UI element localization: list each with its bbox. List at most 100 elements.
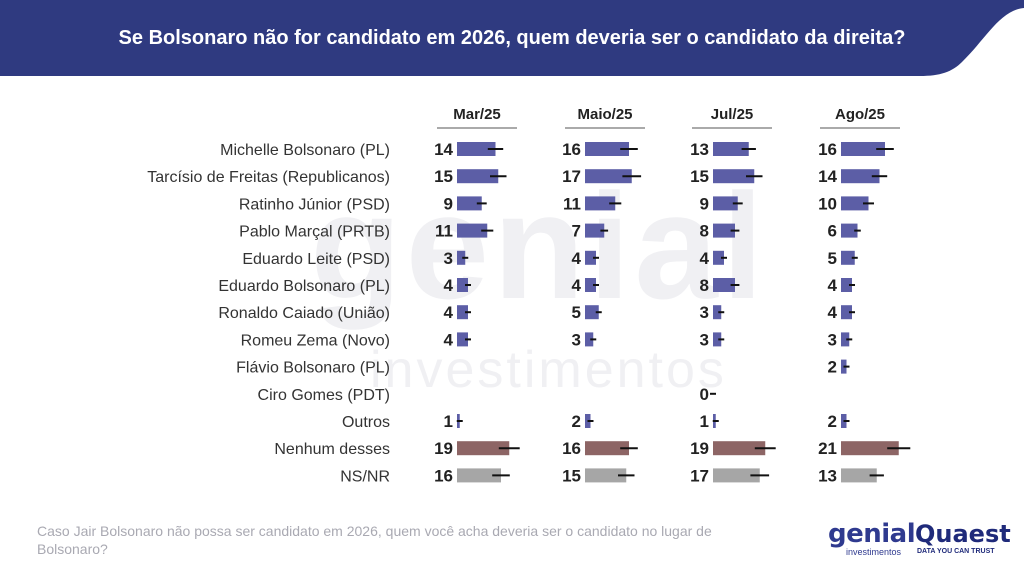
value-label: 4 (572, 249, 582, 268)
value-label: 0 (700, 385, 709, 404)
bar (713, 468, 760, 483)
bar (457, 142, 496, 156)
value-label: 11 (563, 194, 581, 213)
category-label: Michelle Bolsonaro (PL) (220, 142, 390, 159)
genial-logo: genial investimentos (828, 519, 916, 557)
bar (713, 196, 738, 211)
bar (841, 305, 852, 320)
bar (713, 332, 722, 347)
bar (457, 169, 499, 184)
bar (713, 223, 735, 238)
value-label: 17 (690, 466, 709, 485)
value-label: 19 (434, 439, 453, 458)
category-label: Outros (342, 414, 390, 431)
bar (713, 305, 722, 320)
bar (841, 278, 852, 292)
value-label: 15 (562, 466, 581, 485)
value-label: 14 (818, 167, 837, 186)
value-label: 16 (562, 140, 581, 159)
bar (713, 142, 749, 156)
bar (585, 223, 605, 238)
bar (585, 305, 599, 320)
watermark-logo: genial (310, 162, 768, 330)
value-label: 5 (828, 249, 837, 268)
bar (457, 250, 466, 265)
value-label: 3 (444, 249, 453, 268)
bar (841, 169, 880, 184)
value-label: 11 (435, 222, 453, 241)
column-header: Mar/25 (453, 106, 501, 123)
page-title: Se Bolsonaro não for candidato em 2026, … (118, 27, 906, 49)
column-header: Maio/25 (577, 106, 632, 123)
value-label: 13 (818, 466, 837, 485)
value-label: 14 (434, 140, 453, 159)
category-label: Eduardo Leite (PSD) (242, 251, 390, 268)
bar (585, 441, 629, 456)
bar (841, 441, 899, 456)
category-label: Romeu Zema (Novo) (241, 332, 390, 349)
value-label: 6 (828, 222, 837, 241)
bar (713, 250, 724, 265)
value-label: 16 (562, 439, 581, 458)
value-label: 4 (572, 276, 582, 295)
value-label: 4 (444, 330, 454, 349)
bar (457, 441, 510, 456)
value-label: 2 (828, 358, 837, 377)
value-label: 15 (434, 167, 453, 186)
bar (457, 196, 482, 211)
bar (841, 250, 855, 265)
value-label: 10 (818, 194, 837, 213)
value-label: 1 (444, 412, 453, 431)
bar (585, 278, 596, 292)
value-label: 4 (700, 249, 710, 268)
value-label: 13 (690, 140, 709, 159)
bar (841, 223, 858, 238)
value-label: 1 (700, 412, 709, 431)
value-label: 4 (828, 276, 838, 295)
bar (841, 196, 869, 211)
quaest-logo-text: Quaest (915, 520, 1011, 548)
genial-logo-subtext: investimentos (846, 547, 902, 557)
bar (713, 169, 755, 184)
value-label: 4 (828, 303, 838, 322)
value-label: 8 (700, 222, 709, 241)
bar (585, 169, 632, 184)
category-label: Nenhum desses (274, 441, 390, 458)
bar (585, 332, 594, 347)
category-label: Tarcísio de Freitas (Republicanos) (147, 169, 390, 186)
bar (841, 332, 850, 347)
quaest-logo: Quaest DATA YOU CAN TRUST (915, 521, 1011, 556)
category-label: Pablo Marçal (PRTB) (239, 224, 390, 241)
value-label: 2 (572, 412, 581, 431)
category-label: NS/NR (340, 468, 390, 485)
bar (841, 468, 877, 483)
genial-logo-text: genial (828, 519, 916, 549)
column-header: Jul/25 (711, 106, 754, 123)
bar (585, 250, 596, 265)
header-banner: Se Bolsonaro não for candidato em 2026, … (0, 0, 1024, 76)
bar (457, 332, 468, 347)
bar (457, 305, 468, 320)
bar (457, 468, 501, 483)
watermark-subtext: investimentos (370, 341, 727, 399)
value-label: 3 (700, 303, 709, 322)
header-background (0, 0, 1024, 76)
bar (457, 223, 488, 238)
category-label: Flávio Bolsonaro (PL) (236, 360, 390, 377)
bar (585, 468, 627, 483)
value-label: 8 (700, 276, 709, 295)
value-label: 15 (690, 167, 709, 186)
bar (713, 441, 766, 456)
bar (585, 142, 629, 156)
value-label: 7 (572, 222, 581, 241)
bar (457, 278, 468, 292)
value-label: 4 (444, 276, 454, 295)
value-label: 3 (700, 330, 709, 349)
value-label: 16 (434, 466, 453, 485)
category-label: Eduardo Bolsonaro (PL) (218, 278, 390, 295)
value-label: 2 (828, 412, 837, 431)
bar (585, 196, 616, 211)
category-label: Ciro Gomes (PDT) (258, 387, 390, 404)
category-label: Ratinho Júnior (PSD) (239, 196, 390, 213)
